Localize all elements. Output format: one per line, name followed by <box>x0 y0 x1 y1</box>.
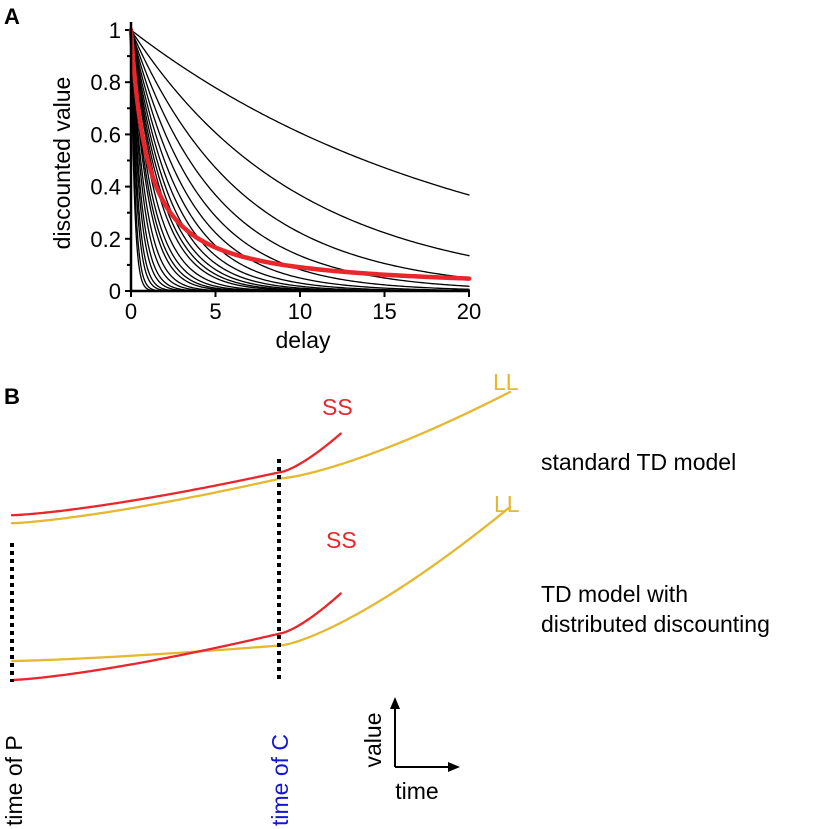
panel-a-letter: A <box>4 4 20 29</box>
y-tick-label: 0 <box>109 279 121 304</box>
time-of-p-prefix: time of <box>1 751 27 826</box>
exponential-curve-17 <box>130 29 470 292</box>
exponential-curve-18 <box>130 29 470 292</box>
exponential-curve-1 <box>130 29 470 257</box>
bottom-ll-label: LL <box>494 491 520 517</box>
distributed-model-label-line1: TD model with <box>541 581 688 607</box>
exponential-curve-3 <box>130 29 470 287</box>
y-tick-label: 0.2 <box>90 227 121 252</box>
exponential-curve-12 <box>130 29 470 292</box>
exponential-curve-6 <box>130 29 470 292</box>
y-tick-label: 0.4 <box>90 175 121 200</box>
panel-a-y-ticks: 0 0.2 0.4 0.6 0.8 1 <box>90 18 131 304</box>
value-time-axes-legend: value time <box>360 697 460 804</box>
panel-a-y-axis-label: discounted value <box>49 77 75 250</box>
y-tick-label: 0.6 <box>90 122 121 147</box>
panel-a-x-ticks: 0 5 10 15 20 <box>125 291 481 324</box>
bottom-ss-curve <box>10 592 342 682</box>
y-tick-label: 0.8 <box>90 70 121 95</box>
exponential-curve-7 <box>130 29 470 292</box>
panel-a-x-axis-label: delay <box>276 327 331 353</box>
exponential-curve-8 <box>130 29 470 292</box>
exponential-curve-10 <box>130 29 470 292</box>
exponential-curve-22 <box>130 29 470 292</box>
x-tick-label: 10 <box>288 299 312 324</box>
exponential-curve-13 <box>130 29 470 292</box>
panel-a-curves <box>128 27 472 292</box>
exponential-curve-21 <box>130 29 470 292</box>
legend-value-label: value <box>360 713 386 768</box>
exponential-curve-0 <box>130 29 470 196</box>
x-tick-label: 0 <box>125 299 137 324</box>
y-tick-label: 1 <box>109 18 121 43</box>
time-of-c-prefix: time of <box>267 751 293 826</box>
distributed-model-label-line2: distributed discounting <box>541 611 770 637</box>
exponential-curve-9 <box>130 29 470 292</box>
panel-b-curves <box>10 390 512 682</box>
legend-time-label: time <box>395 778 438 804</box>
exponential-curve-5 <box>130 29 470 291</box>
top-ss-label: SS <box>322 394 353 420</box>
time-of-c-letter: C <box>267 734 293 751</box>
legend-time-arrowhead <box>448 762 460 772</box>
time-of-p-letter: P <box>1 735 27 750</box>
legend-value-arrowhead <box>390 697 400 709</box>
x-tick-label: 15 <box>372 299 396 324</box>
x-tick-label: 20 <box>457 299 481 324</box>
top-ss-curve <box>10 432 342 517</box>
panel-b-letter: B <box>4 384 20 409</box>
x-tick-label: 5 <box>209 299 221 324</box>
exponential-curve-15 <box>130 29 470 292</box>
exponential-curve-19 <box>130 29 470 292</box>
top-ll-label: LL <box>493 369 519 395</box>
exponential-curve-23 <box>130 29 470 292</box>
time-of-c-label: time of C <box>267 734 293 826</box>
time-of-p-label: time of P <box>1 735 27 826</box>
exponential-curve-4 <box>130 29 470 290</box>
exponential-curve-14 <box>130 29 470 292</box>
panel-a-y-axis-label-group: discounted value <box>49 77 75 250</box>
bottom-ll-curve <box>10 505 512 663</box>
exponential-curve-16 <box>130 29 470 292</box>
exponential-curve-20 <box>130 29 470 292</box>
bottom-ss-label: SS <box>326 527 357 553</box>
exponential-curve-11 <box>130 29 470 292</box>
hyperbolic-curve <box>128 27 472 281</box>
exponential-curve-2 <box>130 29 470 279</box>
top-ll-curve <box>10 390 512 525</box>
standard-td-model-label: standard TD model <box>541 449 736 475</box>
